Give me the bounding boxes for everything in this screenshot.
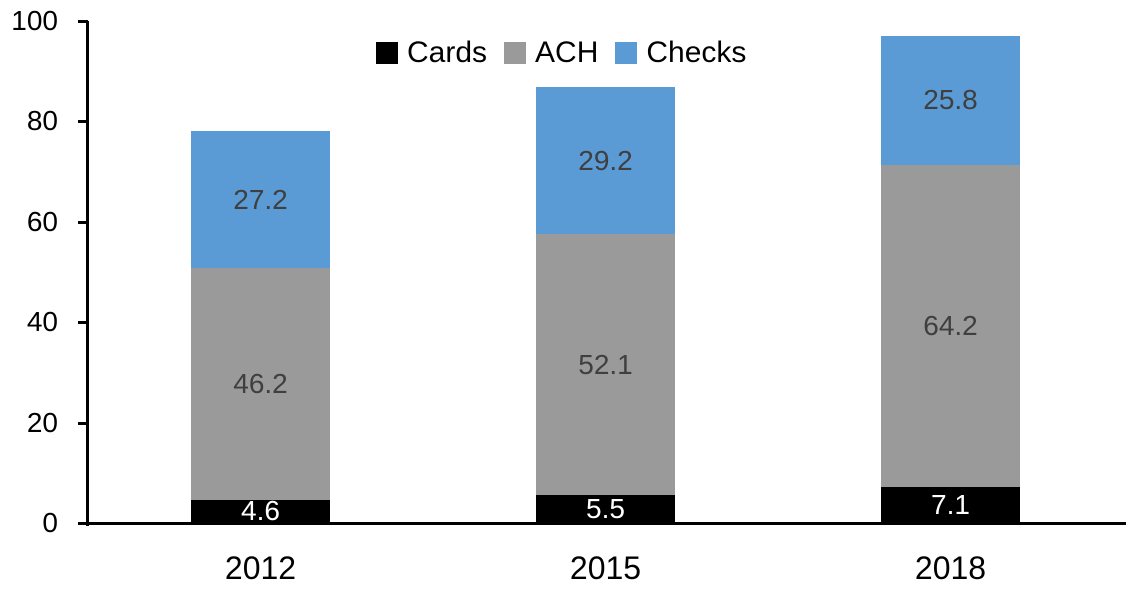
y-axis-tick — [78, 120, 88, 124]
bar-segment-label: 7.1 — [931, 489, 970, 521]
y-axis-tick — [78, 421, 88, 425]
bar-segment-label: 64.2 — [923, 310, 978, 342]
bar-segment-label: 29.2 — [578, 144, 633, 176]
bar-segment-cards: 7.1 — [881, 487, 1020, 523]
y-axis-tick — [78, 321, 88, 325]
chart-legend: Cards ACH Checks — [376, 38, 746, 68]
x-axis-label: 2012 — [224, 550, 297, 586]
y-tick-label: 20 — [26, 406, 58, 438]
legend-label-ach: ACH — [535, 36, 599, 69]
y-tick-label: 100 — [11, 5, 58, 36]
bar-segment-ach: 64.2 — [881, 165, 1020, 488]
bar-segment-cards: 5.5 — [536, 495, 675, 523]
bar-segment-cards: 4.6 — [191, 495, 330, 527]
x-axis-line — [86, 522, 1126, 525]
bar-segment-label: 4.6 — [241, 495, 280, 527]
x-axis-label: 2015 — [569, 550, 642, 586]
legend-swatch-checks — [615, 42, 638, 64]
legend-swatch-ach — [504, 42, 527, 64]
y-tick-label: 60 — [26, 205, 58, 237]
bar-segment-label: 46.2 — [233, 367, 288, 399]
x-axis-label: 2018 — [914, 550, 987, 586]
y-axis-line — [86, 21, 89, 526]
bar-segment-ach: 46.2 — [191, 267, 330, 500]
bar-segment-label: 27.2 — [233, 183, 288, 215]
y-tick-label: 80 — [26, 105, 58, 137]
legend-item-checks: Checks — [615, 38, 746, 68]
bar-segment-label: 25.8 — [923, 84, 978, 116]
legend-swatch-cards — [376, 42, 398, 64]
y-axis-tick — [78, 522, 88, 525]
bar-segment-label: 52.1 — [578, 348, 633, 380]
bar-segment-ach: 52.1 — [536, 233, 675, 496]
legend-item-ach: ACH — [504, 38, 598, 68]
bar-segment-checks: 27.2 — [191, 131, 330, 268]
y-axis-tick — [78, 20, 88, 23]
legend-item-cards: Cards — [376, 38, 487, 68]
bar-segment-checks: 29.2 — [536, 87, 675, 234]
legend-label-cards: Cards — [407, 36, 488, 69]
y-axis-tick — [78, 220, 88, 224]
legend-label-checks: Checks — [646, 36, 747, 69]
y-tick-label: 0 — [42, 507, 58, 538]
y-tick-label: 40 — [26, 306, 58, 338]
bar-segment-checks: 25.8 — [881, 35, 1020, 166]
bar-segment-label: 5.5 — [586, 493, 625, 525]
